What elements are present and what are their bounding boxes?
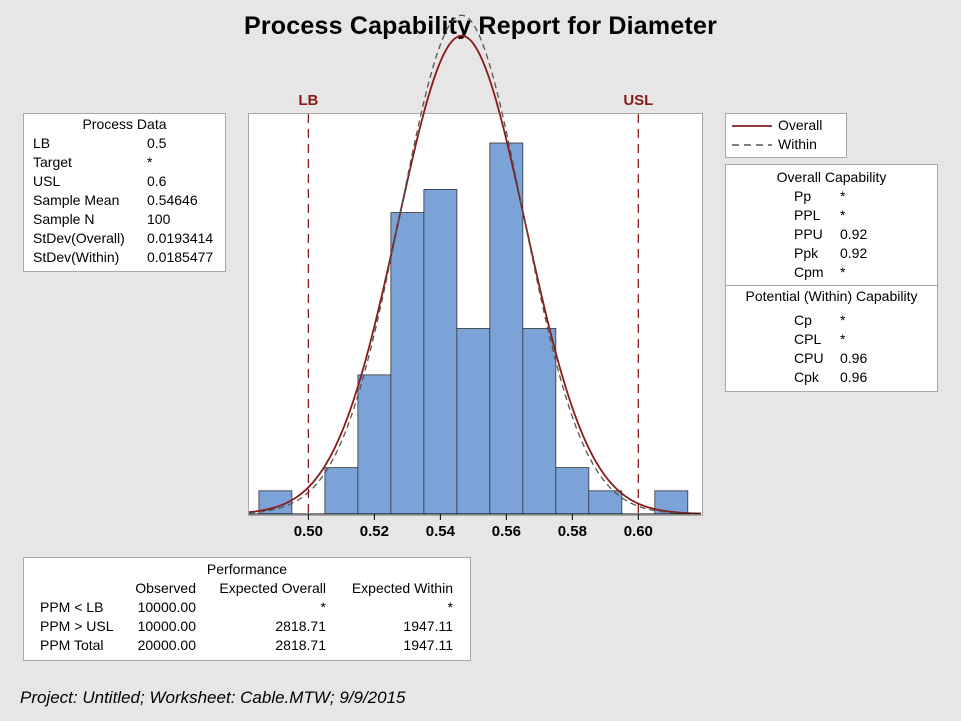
legend-swatches <box>732 125 772 146</box>
footer-note: Project: Untitled; Worksheet: Cable.MTW;… <box>20 688 406 707</box>
histogram-bar <box>390 212 425 515</box>
x-tick-label: 0.50 <box>294 523 323 540</box>
overall-capability-header: Overall Capability <box>776 169 887 185</box>
potential-capability-label: CPL <box>794 331 822 347</box>
overall-capability-label: Cpm <box>794 264 824 280</box>
overall-capability-label: PPU <box>794 226 823 242</box>
overall-curve <box>248 34 702 515</box>
performance-cell: 2818.71 <box>275 637 326 653</box>
overall-capability-value: 0.92 <box>840 226 868 242</box>
potential-capability-label: Cpk <box>794 369 819 385</box>
performance-column-header: Expected Overall <box>219 580 326 596</box>
process-data-label: Sample Mean <box>33 192 120 208</box>
potential-capability-label: Cp <box>794 312 812 328</box>
spec-label-lb: LB <box>298 92 318 109</box>
performance-cell: 20000.00 <box>137 637 196 653</box>
overall-capability-label: PPL <box>794 207 821 223</box>
histogram-bar <box>456 328 491 515</box>
performance-cell: 10000.00 <box>137 599 196 615</box>
potential-capability-value: 0.96 <box>840 350 868 366</box>
potential-capability-value: * <box>840 331 846 347</box>
histogram-bar <box>522 328 557 515</box>
x-tick-label: 0.56 <box>492 523 521 540</box>
process-data-label: StDev(Overall) <box>33 230 125 246</box>
overall-capability-value: * <box>840 188 846 204</box>
histogram-chart: LB USL 0.50 0.52 0.54 0.56 0.58 0.60 <box>248 14 702 540</box>
performance-column-header: Expected Within <box>351 580 453 596</box>
performance-column-header: Observed <box>135 580 196 596</box>
performance-cell: 1947.11 <box>403 637 453 653</box>
spec-label-usl: USL <box>623 92 653 109</box>
performance-header: Performance <box>206 561 288 577</box>
performance-panel: Performance Observed Expected Overall Expe… <box>23 557 471 661</box>
overall-capability-value: * <box>840 207 846 223</box>
histogram-bar <box>555 467 590 515</box>
performance-cell: * <box>320 599 326 615</box>
capability-divider <box>726 285 937 286</box>
histogram-bar <box>489 142 524 515</box>
potential-capability-value: * <box>840 312 846 328</box>
overall-capability-label: Ppk <box>794 245 819 261</box>
process-data-value: 0.6 <box>147 173 167 189</box>
performance-cell: 1947.11 <box>403 618 453 634</box>
performance-row-label: PPM > USL <box>40 618 114 634</box>
process-data-label: Sample N <box>33 211 95 227</box>
process-data-value: * <box>147 154 153 170</box>
chart-legend: Overall Within <box>725 113 847 158</box>
overall-capability-value: * <box>840 264 846 280</box>
within-curve <box>248 14 702 515</box>
process-data-label: USL <box>33 173 61 189</box>
performance-row-label: PPM < LB <box>40 599 104 615</box>
histogram-bar <box>423 188 458 515</box>
performance-cell: 10000.00 <box>137 618 196 634</box>
process-data-value: 0.0193414 <box>147 230 214 246</box>
process-data-value: 100 <box>147 211 171 227</box>
performance-row-label: PPM Total <box>40 637 104 653</box>
x-tick-label: 0.60 <box>624 523 653 540</box>
process-data-label: StDev(Within) <box>33 249 120 265</box>
x-tick-label: 0.58 <box>558 523 587 540</box>
process-data-label: LB <box>33 135 51 151</box>
report-title: Process Capability Report for Diameter <box>243 12 718 40</box>
process-data-header: Process Data <box>82 116 167 132</box>
process-data-value: 0.0185477 <box>147 249 214 265</box>
legend-within-label: Within <box>778 136 817 152</box>
potential-capability-value: 0.96 <box>840 369 868 385</box>
histogram-bars <box>258 142 689 515</box>
capability-panel: Overall Capability Pp * PPL * PPU 0.92 Ppk 0.92… <box>725 164 938 392</box>
histogram-bar <box>357 374 392 515</box>
x-tick-label: 0.52 <box>360 523 389 540</box>
potential-capability-label: CPU <box>794 350 824 366</box>
performance-cell: * <box>447 599 453 615</box>
process-data-label: Target <box>33 154 72 170</box>
performance-cell: 2818.71 <box>275 618 326 634</box>
overall-capability-label: Pp <box>794 188 812 204</box>
legend-overall-label: Overall <box>778 117 823 133</box>
histogram-bar <box>324 467 359 515</box>
process-data-value: 0.54646 <box>147 192 198 208</box>
process-data-panel: Process Data LB 0.5 Target * USL 0.6 Sample Me… <box>23 113 226 272</box>
potential-capability-header: Potential (Within) Capability <box>745 288 918 304</box>
overall-capability-value: 0.92 <box>840 245 868 261</box>
process-data-value: 0.5 <box>147 135 167 151</box>
x-tick-label: 0.54 <box>426 523 456 540</box>
